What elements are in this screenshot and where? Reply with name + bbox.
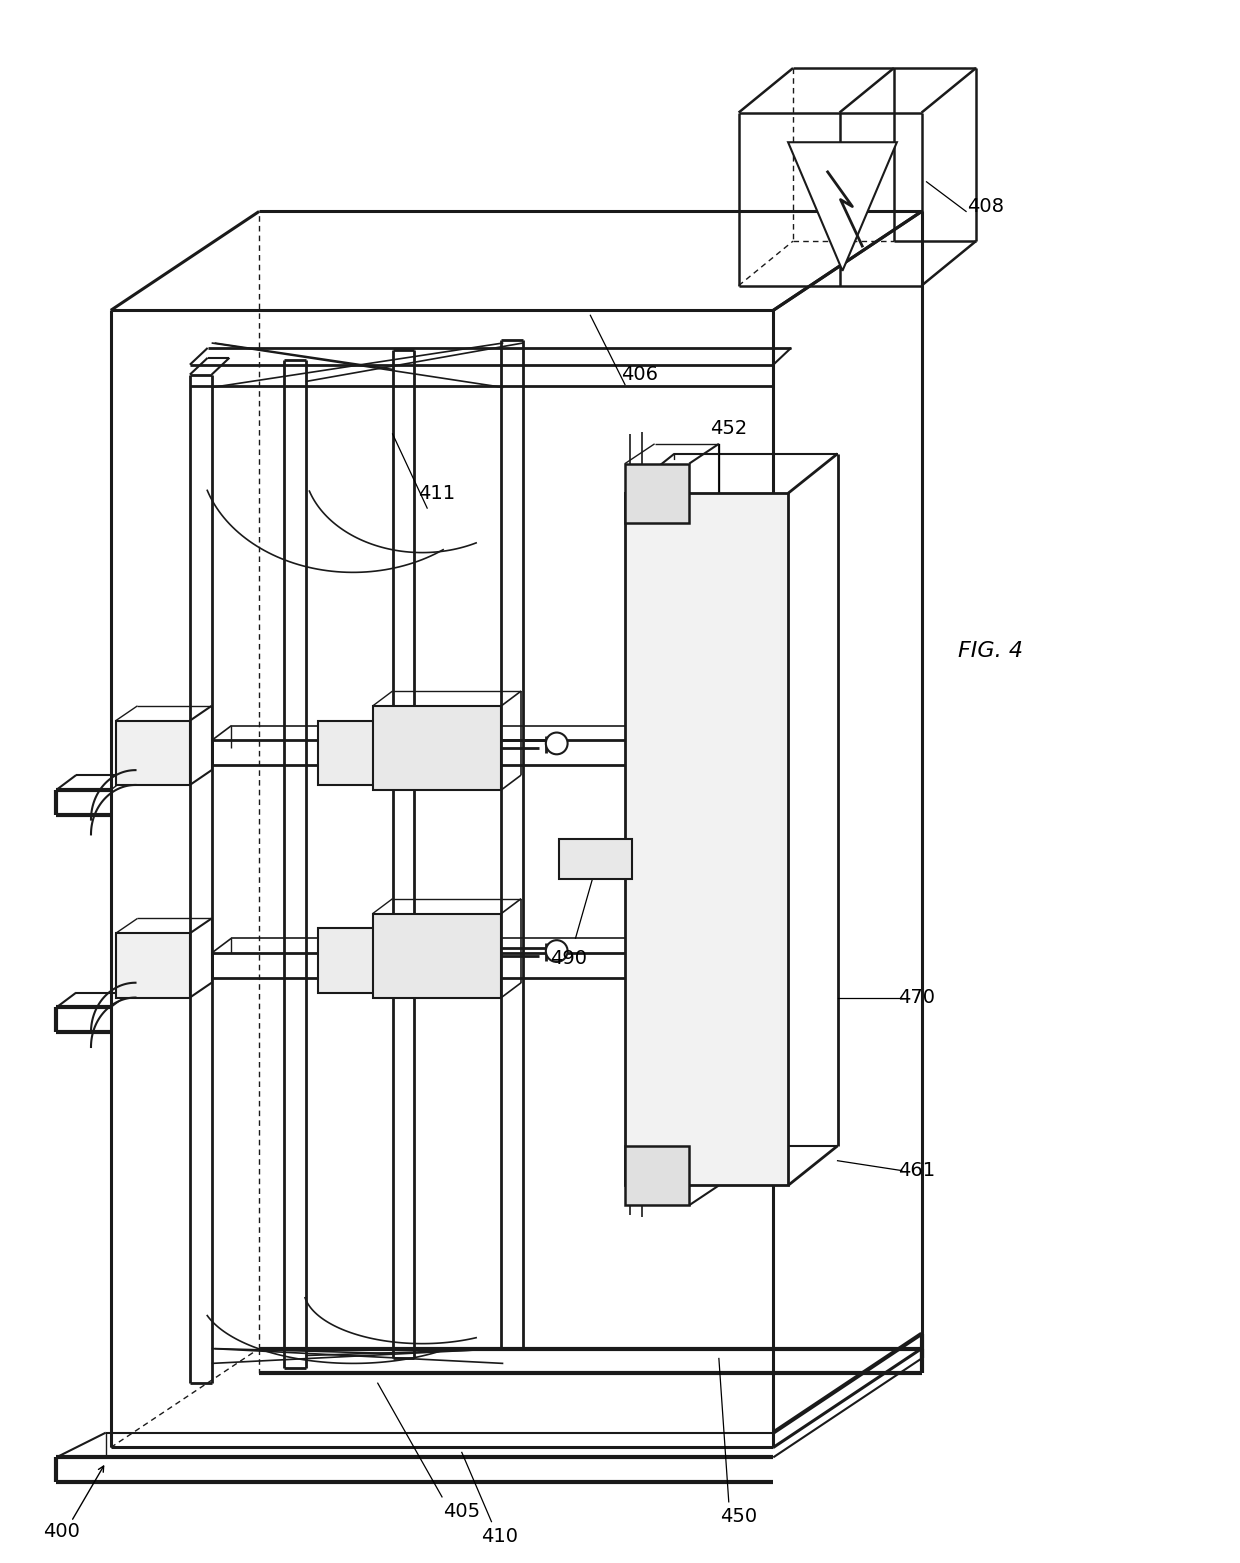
Polygon shape <box>115 721 190 785</box>
Text: FIG. 4: FIG. 4 <box>959 641 1023 661</box>
Circle shape <box>546 733 568 755</box>
Text: 490: 490 <box>551 949 587 967</box>
Text: 408: 408 <box>967 197 1004 216</box>
Polygon shape <box>625 494 789 1185</box>
Text: 452: 452 <box>711 419 748 439</box>
Polygon shape <box>373 706 501 789</box>
Polygon shape <box>789 142 897 270</box>
Text: 450: 450 <box>720 1507 758 1525</box>
Polygon shape <box>625 464 689 524</box>
Polygon shape <box>115 933 190 997</box>
Circle shape <box>546 941 568 961</box>
Polygon shape <box>625 1146 689 1205</box>
Polygon shape <box>319 928 393 993</box>
Text: 406: 406 <box>621 366 658 384</box>
Text: 405: 405 <box>443 1502 480 1521</box>
Text: 411: 411 <box>419 485 455 503</box>
Text: 410: 410 <box>481 1527 518 1546</box>
Text: 470: 470 <box>898 988 935 1007</box>
Polygon shape <box>559 839 632 878</box>
Text: 400: 400 <box>43 1522 79 1541</box>
Polygon shape <box>373 913 501 997</box>
Polygon shape <box>319 721 393 785</box>
Text: 461: 461 <box>898 1161 935 1180</box>
